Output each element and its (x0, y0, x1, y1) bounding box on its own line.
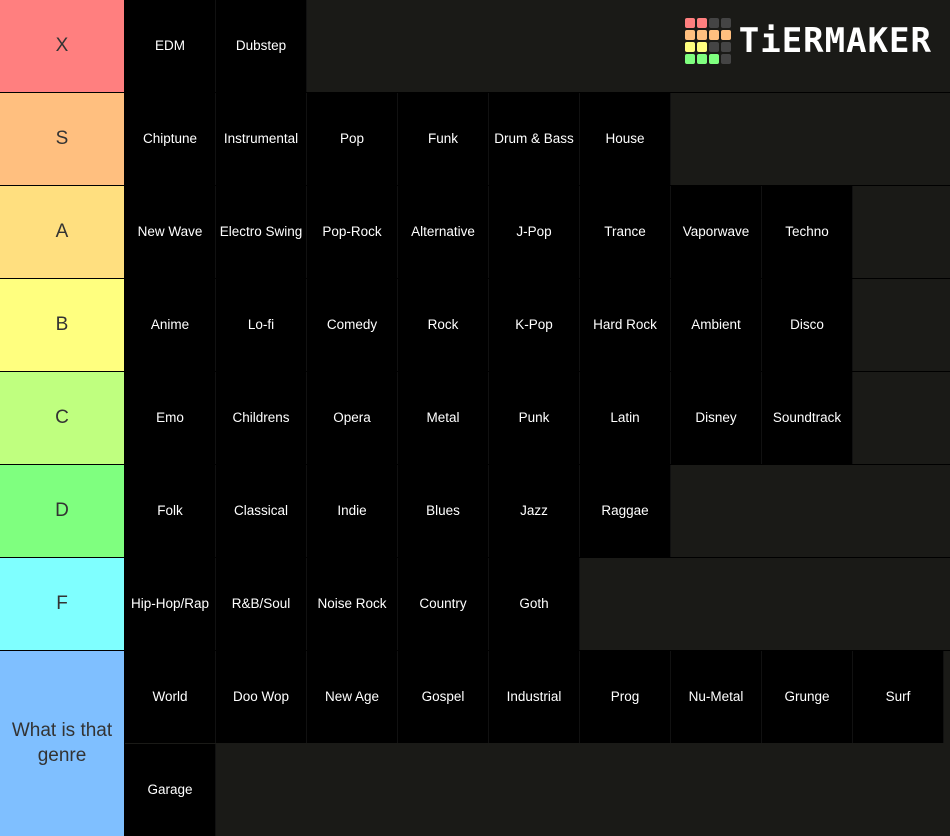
tier-label[interactable]: What is that genre (0, 651, 125, 836)
tier-item[interactable]: Hard Rock (580, 279, 671, 371)
tier-item[interactable]: Garage (125, 744, 216, 836)
tier-label[interactable]: F (0, 558, 125, 650)
tier-item[interactable]: Opera (307, 372, 398, 464)
tier-item[interactable]: Ambient (671, 279, 762, 371)
tier-row: B Anime Lo-fi Comedy Rock K-Pop Hard Rock Ambie… (0, 279, 950, 372)
tier-item[interactable]: Hip-Hop/Rap (125, 558, 216, 650)
tier-item[interactable]: Pop (307, 93, 398, 185)
tier-item[interactable]: Metal (398, 372, 489, 464)
tier-item[interactable]: New Age (307, 651, 398, 743)
tier-row: F Hip-Hop/Rap R&B/Soul Noise Rock Country Got… (0, 558, 950, 651)
tier-items: Hip-Hop/Rap R&B/Soul Noise Rock Country Goth (125, 558, 950, 650)
tier-label[interactable]: A (0, 186, 125, 278)
tier-item[interactable]: Trance (580, 186, 671, 278)
tier-item[interactable]: Lo-fi (216, 279, 307, 371)
tier-row: C Emo Childrens Opera Metal Punk Latin Disney So… (0, 372, 950, 465)
tier-item[interactable]: Vaporwave (671, 186, 762, 278)
tier-item[interactable]: Anime (125, 279, 216, 371)
tier-row: What is that genre World Doo Wop New Age Gos… (0, 651, 950, 836)
tier-row: X EDM Dubstep TiERMAKER (0, 0, 950, 93)
tier-item[interactable]: Pop-Rock (307, 186, 398, 278)
tier-item[interactable]: Emo (125, 372, 216, 464)
tier-item[interactable]: Folk (125, 465, 216, 557)
tier-item[interactable]: Childrens (216, 372, 307, 464)
tier-items: EDM Dubstep TiERMAKER (125, 0, 950, 92)
tier-label[interactable]: C (0, 372, 125, 464)
tier-label[interactable]: D (0, 465, 125, 557)
tier-row: D Folk Classical Indie Blues Jazz Raggae (0, 465, 950, 558)
logo-grid-icon (684, 18, 731, 64)
tier-item[interactable]: Instrumental (216, 93, 307, 185)
tier-item[interactable]: Latin (580, 372, 671, 464)
tiermaker-logo: TiERMAKER (684, 18, 932, 64)
tier-item[interactable]: Goth (489, 558, 580, 650)
tier-item[interactable]: Drum & Bass (489, 93, 580, 185)
logo-wordmark: TiERMAKER (738, 21, 932, 61)
tier-items: Emo Childrens Opera Metal Punk Latin Disney Sou… (125, 372, 950, 464)
tier-item[interactable]: Indie (307, 465, 398, 557)
tier-items: New Wave Electro Swing Pop-Rock Alternative… (125, 186, 950, 278)
tier-row: A New Wave Electro Swing Pop-Rock Alternativ… (0, 186, 950, 279)
tier-items: Chiptune Instrumental Pop Funk Drum & Bass Ho… (125, 93, 950, 185)
tier-item[interactable]: Chiptune (125, 93, 216, 185)
tier-items: Folk Classical Indie Blues Jazz Raggae (125, 465, 950, 557)
tier-item[interactable]: Jazz (489, 465, 580, 557)
tier-item[interactable]: Alternative (398, 186, 489, 278)
tier-item[interactable]: Industrial (489, 651, 580, 743)
tier-item[interactable]: Noise Rock (307, 558, 398, 650)
tier-item[interactable]: Classical (216, 465, 307, 557)
tier-items: World Doo Wop New Age Gospel Industrial Prog N… (125, 651, 950, 836)
tier-row: S Chiptune Instrumental Pop Funk Drum & Bass H… (0, 93, 950, 186)
tier-item[interactable]: Prog (580, 651, 671, 743)
tier-item[interactable]: Grunge (762, 651, 853, 743)
tier-item[interactable]: Electro Swing (216, 186, 307, 278)
tier-item[interactable]: Soundtrack (762, 372, 853, 464)
tier-item[interactable]: K-Pop (489, 279, 580, 371)
tier-item[interactable]: Raggae (580, 465, 671, 557)
tier-item[interactable]: Gospel (398, 651, 489, 743)
tier-item[interactable]: Surf (853, 651, 944, 743)
tier-item[interactable]: Doo Wop (216, 651, 307, 743)
tier-item[interactable]: Comedy (307, 279, 398, 371)
tier-item[interactable]: J-Pop (489, 186, 580, 278)
tier-item[interactable]: Dubstep (216, 0, 307, 92)
tier-items: Anime Lo-fi Comedy Rock K-Pop Hard Rock Ambien… (125, 279, 950, 371)
tier-label[interactable]: B (0, 279, 125, 371)
tier-item[interactable]: World (125, 651, 216, 743)
tier-item[interactable]: Nu-Metal (671, 651, 762, 743)
tier-item[interactable]: EDM (125, 0, 216, 92)
tier-label[interactable]: X (0, 0, 125, 92)
tier-item[interactable]: Rock (398, 279, 489, 371)
tier-item[interactable]: Techno (762, 186, 853, 278)
tier-item[interactable]: House (580, 93, 671, 185)
tier-label[interactable]: S (0, 93, 125, 185)
tier-item[interactable]: Punk (489, 372, 580, 464)
tier-item[interactable]: Funk (398, 93, 489, 185)
tier-item[interactable]: R&B/Soul (216, 558, 307, 650)
tier-item[interactable]: Blues (398, 465, 489, 557)
tier-item[interactable]: New Wave (125, 186, 216, 278)
tier-item[interactable]: Disco (762, 279, 853, 371)
tier-item[interactable]: Disney (671, 372, 762, 464)
tier-item[interactable]: Country (398, 558, 489, 650)
